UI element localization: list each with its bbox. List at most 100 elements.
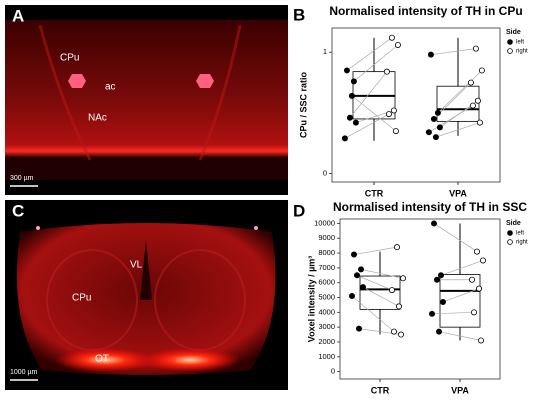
pair-line (351, 95, 397, 132)
point (383, 68, 390, 75)
legend-swatch (507, 239, 513, 245)
point (477, 337, 484, 344)
point (355, 325, 362, 332)
plot-frame (339, 218, 501, 380)
point (341, 135, 348, 142)
box (359, 275, 401, 310)
legend-title: Side (506, 220, 521, 227)
point (352, 119, 359, 126)
y-tick-label: 4000 (318, 307, 335, 316)
point (434, 109, 441, 116)
point (433, 276, 440, 283)
point (475, 285, 482, 292)
point (468, 276, 475, 283)
y-tick-label: 1 (323, 47, 327, 56)
point (432, 134, 439, 141)
chart-title: Normalised intensity of TH in CPu (329, 4, 522, 18)
legend-label: left (516, 40, 524, 46)
point (359, 284, 366, 291)
y-tick-label: 3000 (318, 322, 335, 331)
point (430, 115, 437, 122)
legend-swatch (507, 230, 513, 236)
point (469, 102, 476, 109)
point (395, 303, 402, 310)
pair-line (438, 331, 482, 341)
region-label: ac (105, 82, 116, 93)
y-tick-label: 9000 (318, 233, 335, 242)
pair-line (435, 122, 481, 138)
x-tick-label: CTR (371, 385, 390, 395)
region-label: CPu (60, 53, 79, 64)
image-panel-a: A CPu ac NAc 300 µm (5, 5, 288, 195)
point (474, 97, 481, 104)
pair-line (440, 260, 484, 276)
y-tick-label: 10000 (314, 218, 335, 227)
x-tick-label: CTR (365, 188, 384, 198)
plot-frame (331, 27, 501, 183)
pair-line (353, 44, 399, 82)
region-label: OT (95, 354, 109, 365)
panel-letter: B (293, 5, 305, 24)
point (348, 293, 355, 300)
y-axis-label: Voxel intensity / µm³ (306, 256, 316, 343)
y-tick-label: 8000 (318, 248, 335, 257)
pair-line (437, 70, 483, 114)
pair-line (428, 105, 474, 133)
pair-line (351, 295, 395, 332)
region-label: VL (130, 260, 143, 271)
legend-title: Side (506, 29, 521, 36)
point (439, 298, 446, 305)
y-tick-label: 1000 (318, 352, 335, 361)
point (467, 79, 474, 86)
pair-line (349, 71, 388, 118)
point (472, 45, 479, 52)
point (394, 41, 401, 48)
point (427, 51, 434, 58)
y-tick-label: 6000 (318, 278, 335, 287)
x-tick-label: VPA (449, 188, 467, 198)
point (397, 331, 404, 338)
scale-bar-label: 300 µm (10, 175, 34, 182)
point (470, 309, 477, 316)
point (392, 128, 399, 135)
point (479, 257, 486, 264)
point (399, 275, 406, 282)
pair-line (442, 288, 480, 303)
y-tick-label: 7000 (318, 263, 335, 272)
pair-line (346, 37, 393, 71)
pair-line (430, 48, 476, 56)
pair-line (353, 246, 398, 255)
point (437, 272, 444, 279)
panel-letter: A (12, 6, 24, 25)
legend-swatch (507, 48, 513, 54)
y-tick-label: 5000 (318, 293, 335, 302)
pair-line (344, 113, 390, 139)
x-tick-label: VPA (451, 385, 469, 395)
image-panel-c: C VL CPu OT 1000 µm (5, 200, 288, 390)
point (385, 111, 392, 118)
chart-title: Normalised intensity of TH in SSC (333, 200, 527, 214)
point (478, 67, 485, 74)
pair-line (360, 269, 404, 279)
region-label: CPu (72, 293, 91, 304)
panel-letter: D (293, 201, 305, 220)
pair-line (433, 223, 478, 252)
point (393, 244, 400, 251)
point (476, 119, 483, 126)
pair-line (431, 311, 475, 315)
point (350, 78, 357, 85)
point (390, 107, 397, 114)
point (428, 310, 435, 317)
scale-bar-label: 1000 µm (10, 369, 38, 376)
point (390, 328, 397, 335)
point (388, 287, 395, 294)
panel-letter: C (12, 201, 24, 220)
point (473, 248, 480, 255)
y-tick-label: 0 (323, 168, 327, 177)
point (436, 124, 443, 131)
point (353, 272, 360, 279)
point (435, 328, 442, 335)
legend-label: right (516, 49, 528, 55)
